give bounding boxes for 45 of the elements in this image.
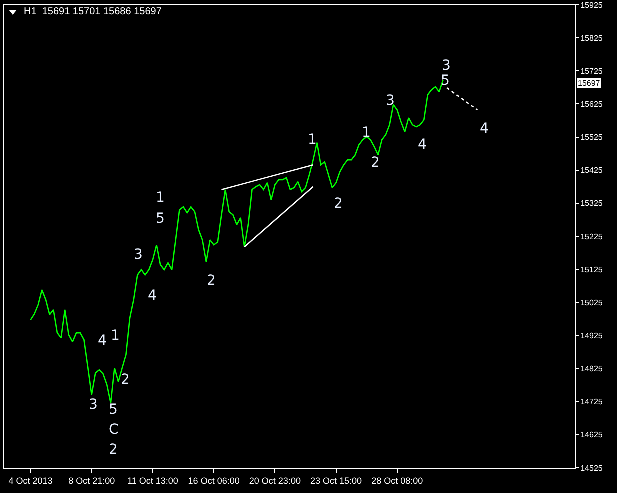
y-tick-label: 15025 xyxy=(580,298,604,308)
y-tick-label: 14825 xyxy=(580,364,604,374)
text: 15697 xyxy=(578,79,601,88)
y-tick-label: 15825 xyxy=(580,34,604,43)
annotation: 3 xyxy=(442,58,451,74)
annotation: 1 xyxy=(111,328,120,344)
x-tick-label: 16 Oct 06:00 xyxy=(188,476,240,486)
annotation: 2 xyxy=(207,273,216,289)
annotation: 2 xyxy=(371,155,380,171)
y-tick-label: 15425 xyxy=(580,166,604,176)
annotation: 2 xyxy=(334,196,343,212)
x-tick-label: 28 Oct 08:00 xyxy=(372,476,424,486)
annotation: 3 xyxy=(134,247,143,263)
annotation: 4 xyxy=(418,137,427,153)
annotation: 5 xyxy=(156,211,165,227)
y-tick-label: 15525 xyxy=(580,133,604,142)
annotation: 4 xyxy=(148,288,157,304)
x-tick-label: 11 Oct 13:00 xyxy=(128,476,178,486)
y-tick-label: 14525 xyxy=(580,464,604,473)
y-tick-label: 15325 xyxy=(580,199,604,208)
annotation: C xyxy=(109,422,119,438)
annotation: 3 xyxy=(386,93,395,109)
y-tick-label: 15125 xyxy=(580,265,604,274)
y-tick-label: 15925 xyxy=(580,0,604,10)
x-tick-label: 23 Oct 15:00 xyxy=(310,476,362,486)
y-tick-label: 15225 xyxy=(580,232,604,242)
x-tick-label: 20 Oct 23:00 xyxy=(249,476,301,486)
annotation: 5 xyxy=(441,73,450,89)
annotation: 5 xyxy=(109,402,118,418)
annotation: 1 xyxy=(308,132,317,148)
x-tick-label: 8 Oct 21:00 xyxy=(68,476,116,486)
annotation: 4 xyxy=(98,333,107,349)
y-tick-label: 14925 xyxy=(580,332,604,341)
x-tick-label: 4 Oct 2013 xyxy=(8,476,53,486)
annotation: 2 xyxy=(121,372,130,388)
chart-title: H1 15691 15701 15686 15697 xyxy=(24,6,162,18)
annotation: 1 xyxy=(156,190,165,206)
annotation: 4 xyxy=(480,121,489,137)
annotation: 3 xyxy=(89,397,98,413)
annotation: 1 xyxy=(362,125,371,141)
y-tick-label: 14725 xyxy=(580,398,604,407)
y-tick-label: 14625 xyxy=(580,430,604,440)
y-tick-label: 15625 xyxy=(580,100,604,110)
y-tick-label: 15725 xyxy=(580,66,604,76)
annotation: 2 xyxy=(109,442,118,458)
